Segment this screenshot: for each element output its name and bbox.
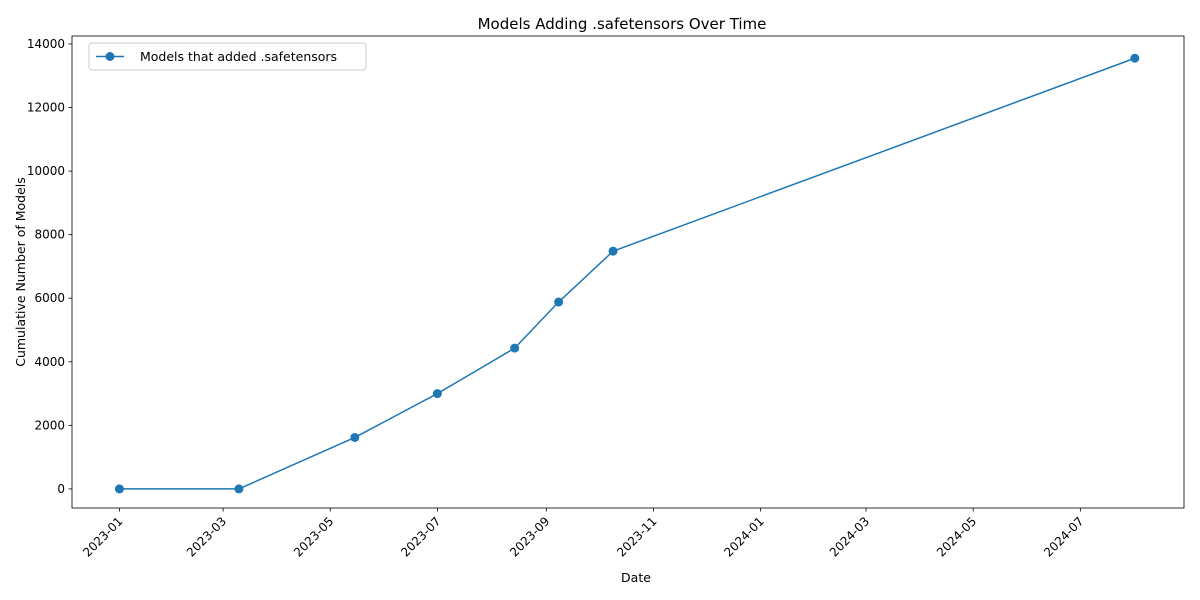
data-point — [510, 343, 520, 353]
x-axis: 2023-01 2023-03 2023-05 2023-07 2023-09 2023-… — [80, 508, 1086, 560]
y-tick-label: 12000 — [27, 101, 65, 115]
data-point — [114, 484, 124, 494]
data-point — [350, 432, 360, 442]
y-tick-label: 14000 — [27, 37, 65, 51]
y-tick-label: 4000 — [34, 355, 65, 369]
x-tick-label: 2024-01 — [721, 514, 766, 559]
plot-frame — [71, 35, 1185, 509]
plot-area — [72, 36, 1184, 508]
y-tick-label: 8000 — [34, 228, 65, 242]
y-axis-title: Cumulative Number of Models — [13, 177, 28, 367]
legend-frame — [88, 42, 367, 71]
data-point — [234, 484, 244, 494]
data-point — [432, 389, 442, 399]
x-tick-label: 2024-03 — [827, 514, 872, 559]
data-point — [554, 297, 564, 307]
x-tick-label: 2023-11 — [614, 514, 659, 559]
legend-marker-swatch — [105, 52, 115, 61]
y-axis: 0 2000 4000 6000 8000 10000 12000 14000 — [27, 37, 72, 496]
data-point — [608, 246, 618, 256]
y-tick-label: 6000 — [34, 291, 65, 305]
legend: Models that added .safetensors — [88, 42, 367, 71]
y-tick-label: 10000 — [27, 164, 65, 178]
x-tick-label: 2023-01 — [80, 514, 125, 559]
series-line — [119, 57, 1136, 490]
data-point — [1130, 53, 1140, 63]
x-tick-label: 2024-07 — [1041, 514, 1086, 559]
x-tick-label: 2024-05 — [934, 514, 979, 559]
x-tick-label: 2023-07 — [398, 514, 443, 559]
x-tick-label: 2023-09 — [507, 514, 552, 559]
x-axis-title: Date — [621, 570, 651, 585]
legend-label: Models that added .safetensors — [140, 49, 337, 64]
x-tick-label: 2023-03 — [184, 514, 229, 559]
y-tick-label: 0 — [57, 482, 65, 496]
series-layer — [114, 53, 1140, 494]
x-tick-label: 2023-05 — [291, 514, 336, 559]
chart-title: Models Adding .safetensors Over Time — [478, 15, 767, 33]
y-tick-label: 2000 — [34, 418, 65, 432]
